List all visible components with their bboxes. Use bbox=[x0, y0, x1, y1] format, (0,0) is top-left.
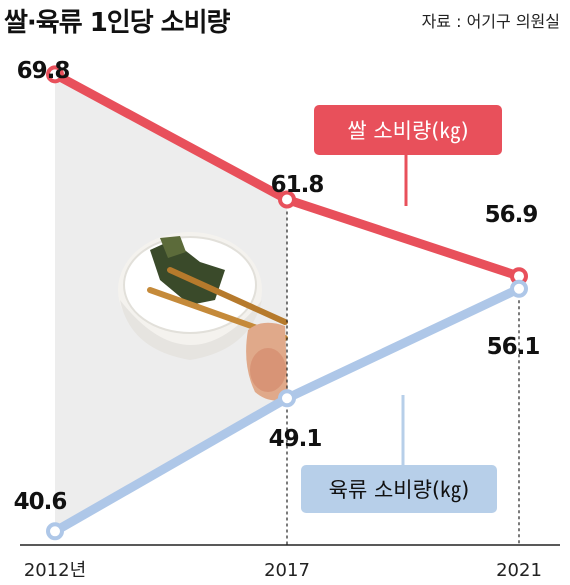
rice-legend-label: 쌀 소비량(㎏) bbox=[347, 119, 468, 144]
rice-point-2012년 bbox=[46, 65, 64, 84]
meat-point-2017 bbox=[278, 389, 296, 408]
rice-value-label-2012: 69.8 bbox=[17, 58, 70, 84]
meat-value-label-2017: 49.1 bbox=[269, 426, 322, 452]
x-tick-label-2: 2021 bbox=[496, 560, 542, 581]
meat-value-label-2012: 40.6 bbox=[14, 489, 67, 515]
rice-point-2017 bbox=[278, 190, 296, 209]
rice-legend-box bbox=[314, 105, 502, 155]
source-note: 자료 : 어기구 의원실 bbox=[421, 12, 560, 31]
x-tick-label-1: 2017 bbox=[264, 560, 310, 581]
meat-point-2012년 bbox=[46, 522, 64, 541]
meat-value-label-2021: 56.1 bbox=[487, 334, 540, 360]
meat-legend-box bbox=[301, 465, 497, 513]
rice-value-label-2017: 61.8 bbox=[271, 172, 324, 198]
chart-title: 쌀·육류 1인당 소비량 bbox=[4, 8, 230, 38]
meat-legend-label: 육류 소비량(㎏) bbox=[329, 478, 470, 503]
meat-point-2021 bbox=[510, 279, 528, 298]
x-tick-label-0: 2012년 bbox=[24, 560, 86, 581]
rice-bowl-with-seaweed-image bbox=[118, 232, 288, 401]
rice-value-label-2021: 56.9 bbox=[485, 202, 538, 228]
